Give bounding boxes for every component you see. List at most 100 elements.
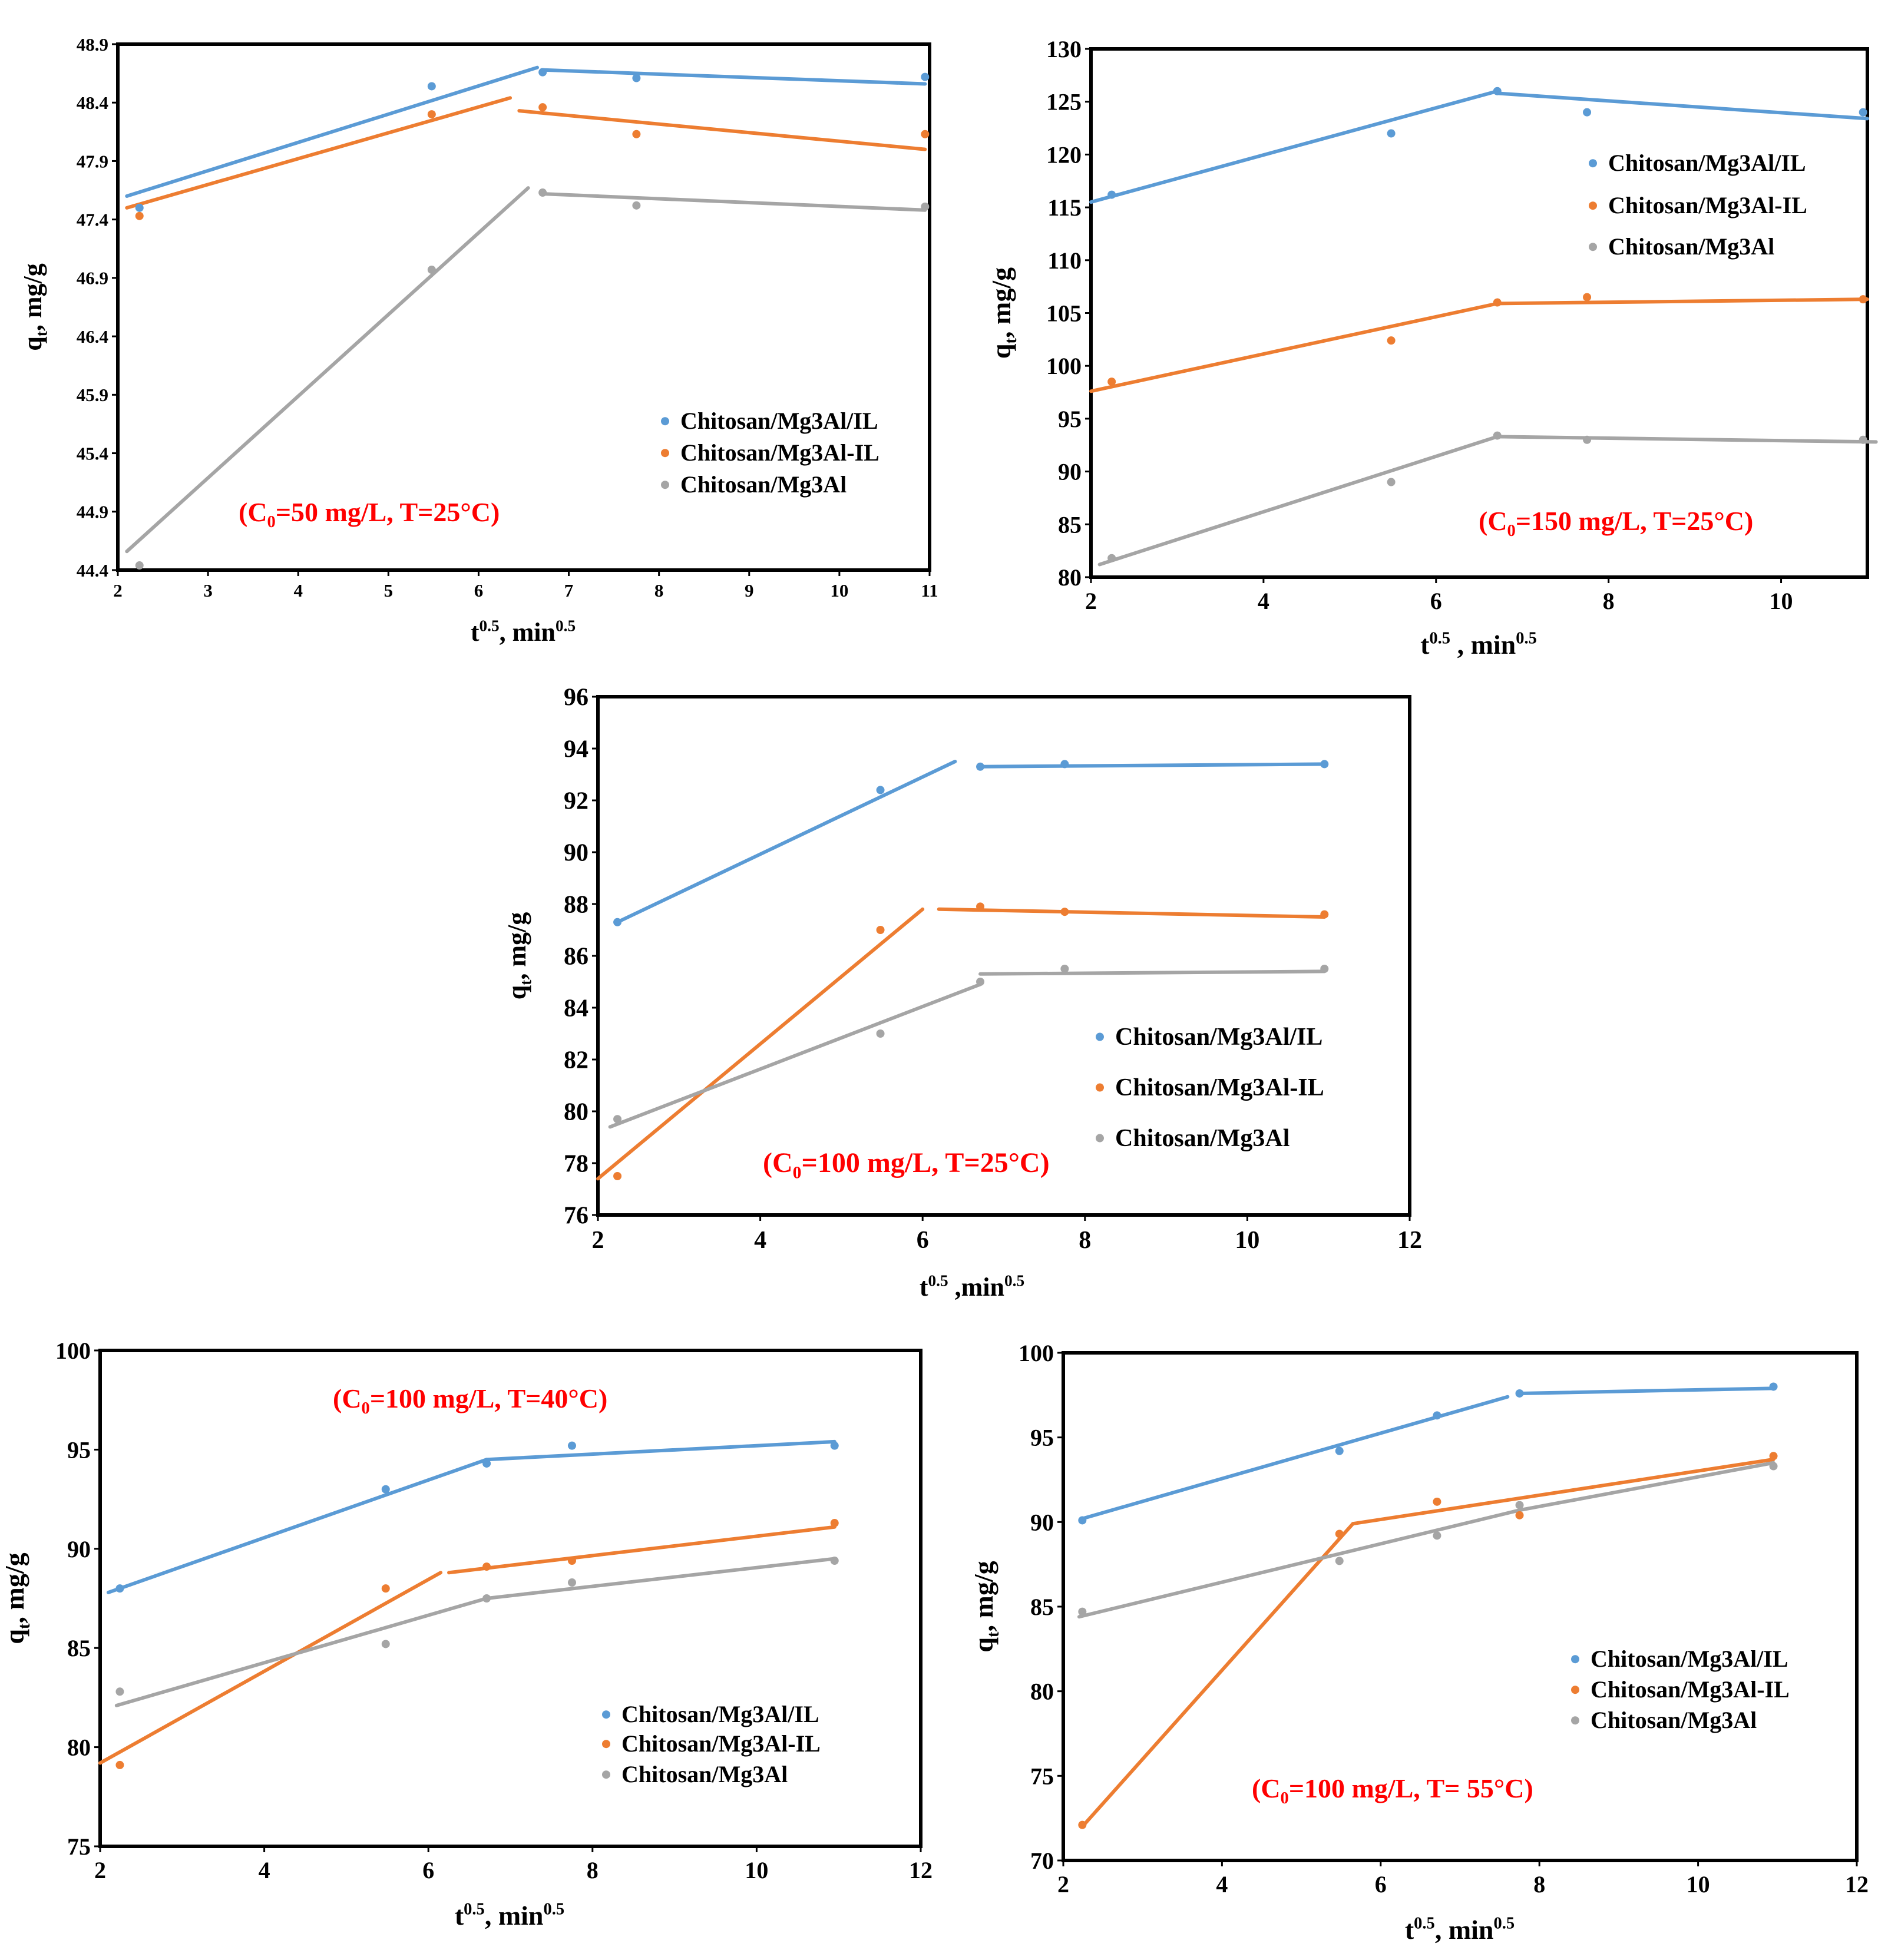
x-tick-label: 6 bbox=[917, 1227, 929, 1254]
legend-marker bbox=[602, 1770, 610, 1779]
data-point bbox=[135, 203, 144, 212]
fit-line bbox=[125, 186, 530, 554]
legend-marker bbox=[1589, 243, 1597, 251]
y-axis-label: qt, mg/g bbox=[968, 1561, 1003, 1652]
y-tick-label: 46.9 bbox=[77, 268, 108, 289]
fit-line bbox=[616, 760, 957, 924]
condition-annotation: (C0=50 mg/L, T=25°C) bbox=[239, 497, 500, 531]
data-point bbox=[1387, 129, 1396, 138]
plot-area-frame bbox=[98, 1349, 922, 1848]
y-tick-label: 75 bbox=[1030, 1763, 1054, 1789]
x-tick-label: 4 bbox=[259, 1857, 270, 1883]
x-tick-label: 6 bbox=[474, 580, 484, 601]
fit-line bbox=[1495, 297, 1869, 306]
fit-line bbox=[1495, 435, 1878, 444]
fit-line bbox=[1517, 1461, 1775, 1512]
y-tick-label: 80 bbox=[564, 1099, 588, 1126]
data-point bbox=[613, 1115, 622, 1124]
data-point bbox=[567, 1578, 576, 1587]
y-tick-label: 48.9 bbox=[77, 34, 108, 55]
x-axis-label: t0.5, min0.5 bbox=[455, 1901, 564, 1931]
y-tick-label: 85 bbox=[1058, 511, 1082, 538]
data-point bbox=[1387, 478, 1396, 486]
condition-annotation: (C0=150 mg/L, T=25°C) bbox=[1479, 506, 1753, 540]
fit-line bbox=[1080, 1522, 1355, 1829]
x-tick-label: 10 bbox=[745, 1857, 768, 1883]
x-axis-label: t0.5, min0.5 bbox=[1405, 1915, 1515, 1945]
x-tick-label: 6 bbox=[1375, 1871, 1387, 1898]
x-tick-label: 6 bbox=[422, 1857, 434, 1883]
data-point bbox=[538, 68, 547, 77]
y-tick-label: 90 bbox=[1058, 459, 1082, 485]
legend-label: Chitosan/Mg3Al-IL bbox=[680, 439, 879, 466]
chart-panel-1: 44.4 44.9 45.4 45.9 46.4 46.9 47.4 47.9 48.4 48.9… bbox=[18, 34, 938, 647]
data-point bbox=[381, 1485, 390, 1494]
legend-marker bbox=[602, 1740, 610, 1749]
x-tick-label: 8 bbox=[1079, 1227, 1091, 1254]
data-point bbox=[1387, 336, 1396, 345]
x-tick-label: 6 bbox=[1430, 588, 1442, 614]
fit-line bbox=[596, 907, 925, 1181]
x-tick-label: 8 bbox=[654, 580, 664, 601]
data-point bbox=[1515, 1511, 1524, 1519]
legend-label: Chitosan/Mg3Al-IL bbox=[1591, 1676, 1790, 1703]
data-point bbox=[482, 1594, 491, 1603]
legend-label: Chitosan/Mg3Al-IL bbox=[621, 1730, 821, 1757]
x-tick-label: 2 bbox=[1085, 588, 1097, 614]
legend-marker bbox=[661, 481, 669, 489]
legend-marker bbox=[1096, 1083, 1104, 1092]
y-tick-label: 94 bbox=[564, 736, 588, 763]
chart-panel-3: 76 78 80 82 84 86 88 90 92 94 96 2 4 6 8 10 12 Chitosan/M… bbox=[502, 684, 1422, 1302]
fit-line bbox=[608, 982, 983, 1129]
data-point bbox=[1433, 1411, 1441, 1420]
y-tick-label: 47.9 bbox=[77, 151, 108, 171]
data-point bbox=[876, 1029, 885, 1038]
fit-line bbox=[447, 1525, 836, 1575]
x-axis-label: t0.5 , min0.5 bbox=[1420, 630, 1537, 660]
data-point bbox=[1769, 1382, 1778, 1391]
y-tick-label: 90 bbox=[1030, 1509, 1054, 1535]
x-tick-label: 4 bbox=[1258, 588, 1269, 614]
y-tick-label: 78 bbox=[564, 1151, 588, 1178]
x-tick-label: 11 bbox=[921, 580, 938, 601]
x-tick-label: 7 bbox=[564, 580, 574, 601]
fit-line bbox=[977, 762, 1327, 769]
x-tick-label: 10 bbox=[830, 580, 848, 601]
data-point bbox=[381, 1584, 390, 1593]
fit-line bbox=[106, 1458, 489, 1594]
legend-label: Chitosan/Mg3Al/IL bbox=[1591, 1646, 1788, 1672]
y-tick-label: 80 bbox=[1058, 564, 1082, 591]
legend-marker bbox=[602, 1710, 610, 1719]
plot-area-frame bbox=[116, 42, 931, 572]
data-point bbox=[1769, 1452, 1778, 1461]
data-point bbox=[115, 1584, 124, 1593]
y-tick-label: 100 bbox=[55, 1337, 91, 1364]
x-tick-label: 4 bbox=[754, 1227, 766, 1254]
legend-marker bbox=[1589, 201, 1597, 210]
data-point bbox=[1107, 554, 1116, 562]
y-tick-label: 125 bbox=[1046, 89, 1082, 115]
y-tick-label: 48.4 bbox=[77, 92, 108, 113]
data-point bbox=[115, 1687, 124, 1696]
x-tick-label: 5 bbox=[384, 580, 394, 601]
x-tick-label: 2 bbox=[113, 580, 123, 601]
y-tick-label: 130 bbox=[1046, 36, 1082, 62]
data-point bbox=[1320, 760, 1329, 769]
y-axis-label: qt, mg/g bbox=[986, 267, 1020, 359]
condition-annotation: (C0=100 mg/L, T=40°C) bbox=[333, 1383, 607, 1418]
data-point bbox=[427, 265, 436, 274]
y-tick-label: 75 bbox=[67, 1833, 91, 1860]
data-point bbox=[876, 786, 885, 794]
data-point bbox=[1320, 910, 1329, 919]
data-point bbox=[976, 762, 985, 771]
data-point bbox=[482, 1459, 491, 1468]
data-point bbox=[1859, 435, 1867, 444]
data-point bbox=[830, 1441, 839, 1450]
data-point bbox=[1060, 908, 1069, 916]
y-tick-label: 84 bbox=[564, 995, 588, 1022]
legend-marker bbox=[1096, 1032, 1104, 1041]
fit-line bbox=[485, 1439, 836, 1462]
y-tick-label: 47.4 bbox=[77, 210, 108, 230]
x-tick-label: 2 bbox=[94, 1857, 106, 1883]
data-point bbox=[1515, 1389, 1524, 1398]
